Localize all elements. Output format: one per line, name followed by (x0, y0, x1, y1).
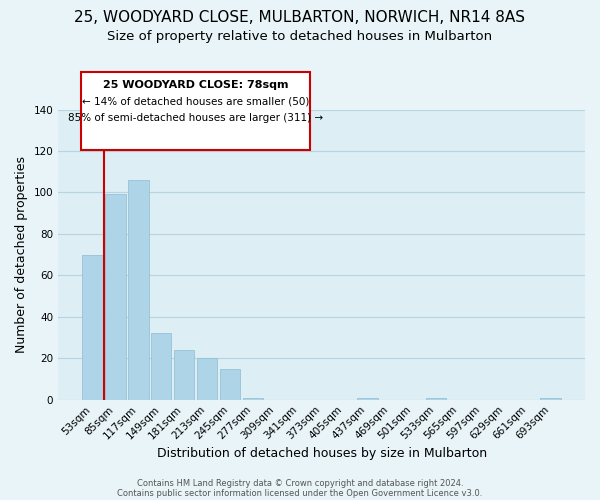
Bar (151, 334, 172, 400)
Y-axis label: Number of detached properties: Number of detached properties (15, 156, 28, 353)
Bar (174, 350, 194, 400)
Bar (357, 398, 378, 400)
Bar (541, 398, 561, 400)
Bar (220, 368, 240, 400)
Bar (105, 194, 125, 400)
Bar (197, 358, 217, 400)
Bar (82, 254, 103, 400)
Bar (128, 180, 149, 400)
Bar (426, 398, 446, 400)
FancyBboxPatch shape (82, 72, 310, 150)
Text: 25 WOODYARD CLOSE: 78sqm: 25 WOODYARD CLOSE: 78sqm (103, 80, 289, 90)
Text: 25, WOODYARD CLOSE, MULBARTON, NORWICH, NR14 8AS: 25, WOODYARD CLOSE, MULBARTON, NORWICH, … (74, 10, 526, 25)
Text: ← 14% of detached houses are smaller (50): ← 14% of detached houses are smaller (50… (82, 96, 310, 106)
Text: Size of property relative to detached houses in Mulbarton: Size of property relative to detached ho… (107, 30, 493, 43)
Bar (242, 398, 263, 400)
Text: Contains public sector information licensed under the Open Government Licence v3: Contains public sector information licen… (118, 488, 482, 498)
X-axis label: Distribution of detached houses by size in Mulbarton: Distribution of detached houses by size … (157, 447, 487, 460)
Text: 85% of semi-detached houses are larger (311) →: 85% of semi-detached houses are larger (… (68, 113, 323, 123)
Text: Contains HM Land Registry data © Crown copyright and database right 2024.: Contains HM Land Registry data © Crown c… (137, 478, 463, 488)
